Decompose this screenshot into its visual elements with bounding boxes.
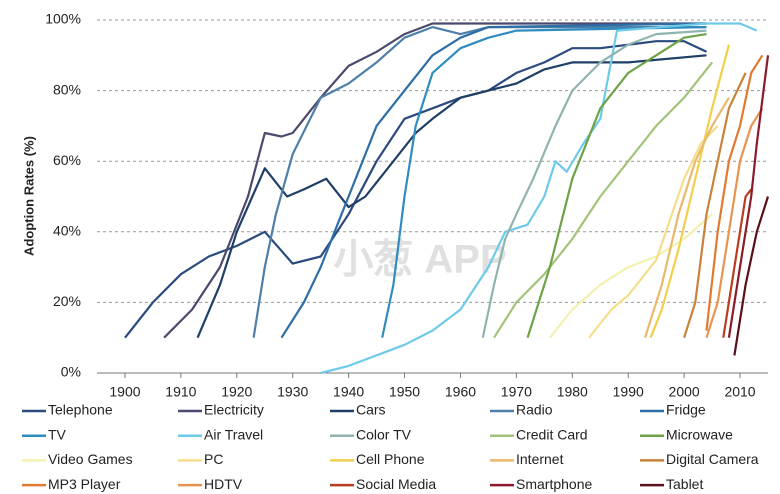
legend-label: MP3 Player [48,476,121,492]
series-line [196,54,707,339]
legend-label: Cell Phone [356,451,425,467]
y-tick-label: 60% [53,152,81,168]
x-tick-label: 1960 [445,384,476,400]
legend-label: Color TV [356,426,412,442]
series-line [588,125,719,339]
series-line [481,29,707,338]
series-line [381,26,707,338]
y-tick-label: 100% [45,11,81,27]
legend-label: PC [204,451,223,467]
x-tick-label: 1900 [109,384,140,400]
series-line [733,196,770,356]
series-line [493,61,713,339]
y-tick-label: 40% [53,223,81,239]
series-line [163,22,707,339]
x-tick-label: 1930 [277,384,308,400]
x-tick-label: 1980 [557,384,588,400]
legend-label: Social Media [356,476,436,492]
legend-label: Video Games [48,451,133,467]
legend-label: Electricity [204,402,264,418]
x-tick-label: 1970 [501,384,532,400]
series-line [549,213,713,339]
x-tick-label: 1990 [613,384,644,400]
series-line [727,55,770,338]
y-axis-label: Adoption Rates (%) [21,136,36,256]
series-line [280,22,707,339]
x-tick-label: 2000 [669,384,700,400]
series-line [643,97,730,339]
legend-label: Smartphone [516,476,592,492]
series-line [705,54,764,331]
watermark: 小葱 APP [333,238,506,282]
legend-label: Microwave [666,426,733,442]
legend-label: Radio [516,402,553,418]
series-line [526,33,707,339]
y-tick-label: 80% [53,81,81,97]
legend-label: TV [48,426,67,442]
legend-label: HDTV [204,476,243,492]
y-tick-label: 0% [61,364,81,380]
series-line [683,72,747,339]
legend-label: Internet [516,451,564,467]
legend-label: Tablet [666,476,703,492]
x-tick-label: 2010 [724,384,755,400]
series-line [252,26,707,338]
series-line [722,188,753,338]
legend-label: Cars [356,402,386,418]
series-line [649,44,730,339]
series-line [705,107,764,339]
legend-label: Fridge [666,402,706,418]
legend-label: Air Travel [204,426,263,442]
y-tick-label: 20% [53,293,81,309]
x-tick-label: 1920 [221,384,252,400]
series-line [320,22,758,375]
x-tick-label: 1950 [389,384,420,400]
x-tick-label: 1910 [165,384,196,400]
legend-label: Telephone [48,402,113,418]
legend-label: Digital Camera [666,451,759,467]
legend-label: Credit Card [516,426,588,442]
x-tick-label: 1940 [333,384,364,400]
